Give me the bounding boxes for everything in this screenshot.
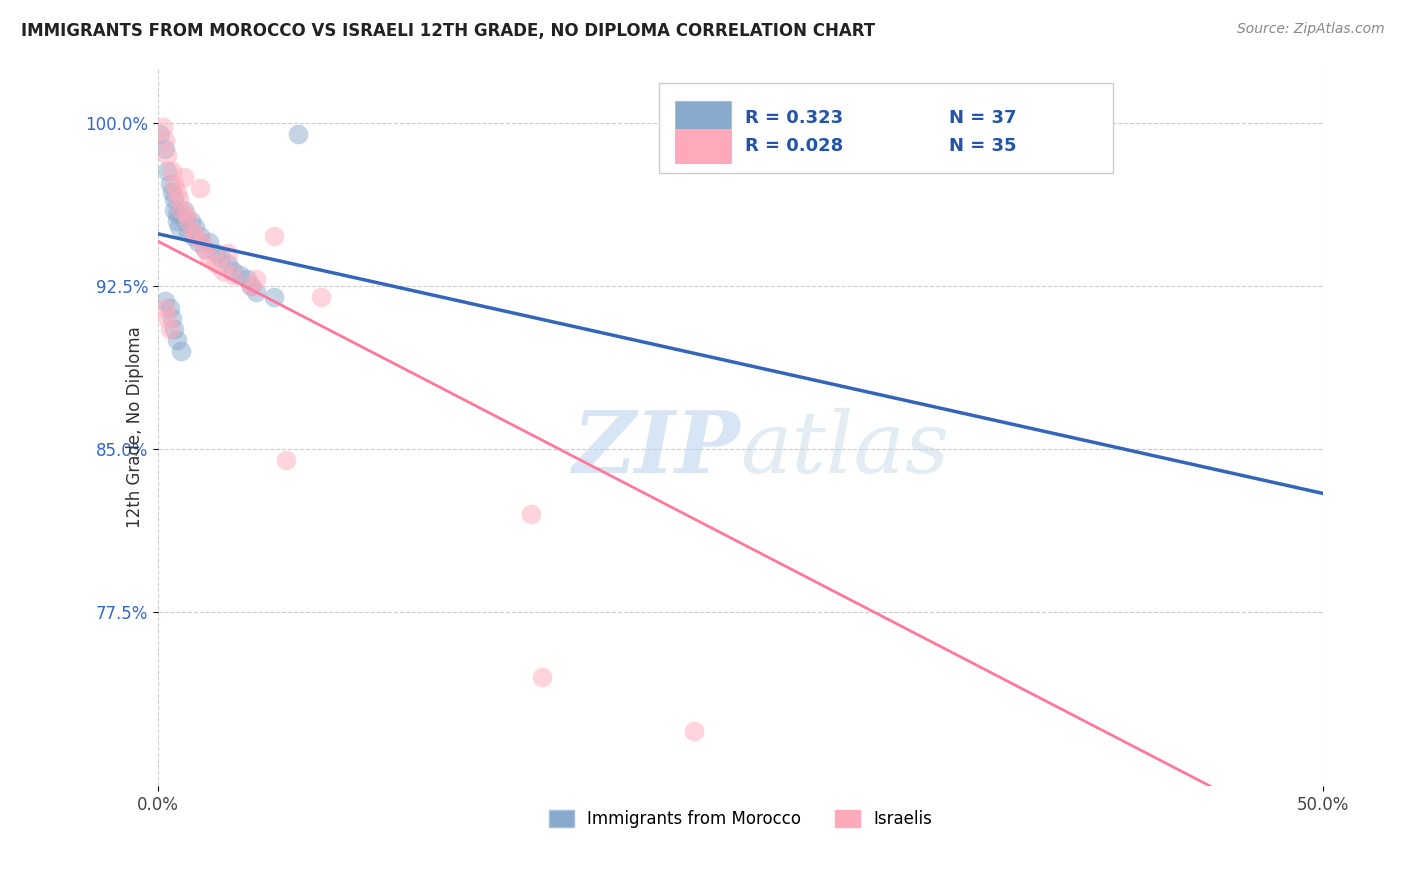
Point — [221, 263, 243, 277]
Point — [180, 213, 202, 227]
Point — [205, 257, 228, 271]
Point — [184, 228, 207, 243]
Point — [153, 301, 176, 315]
Point — [166, 186, 188, 200]
Text: N = 37: N = 37 — [949, 109, 1017, 127]
Point — [240, 278, 263, 293]
Text: atlas: atlas — [741, 408, 949, 490]
Point — [240, 278, 263, 293]
Point — [174, 213, 197, 227]
Point — [166, 333, 188, 347]
Point — [191, 235, 214, 250]
Point — [589, 855, 612, 869]
Point — [245, 285, 267, 300]
Point — [163, 192, 186, 206]
Point — [682, 724, 704, 739]
Point — [156, 311, 179, 326]
Point — [209, 251, 232, 265]
Point — [519, 507, 541, 521]
Point — [181, 228, 204, 243]
Point — [166, 207, 188, 221]
Point — [177, 213, 200, 227]
Text: N = 35: N = 35 — [949, 136, 1017, 155]
Point — [153, 133, 176, 147]
Point — [531, 670, 554, 684]
Point — [187, 235, 209, 250]
Point — [228, 268, 250, 282]
Point — [263, 290, 285, 304]
Point — [217, 257, 239, 271]
Text: Source: ZipAtlas.com: Source: ZipAtlas.com — [1237, 22, 1385, 37]
Point — [235, 272, 257, 286]
Point — [221, 268, 243, 282]
Point — [163, 322, 186, 336]
Point — [177, 225, 200, 239]
Point — [170, 207, 193, 221]
Point — [194, 242, 217, 256]
Point — [276, 452, 298, 467]
Point — [188, 181, 211, 195]
Text: IMMIGRANTS FROM MOROCCO VS ISRAELI 12TH GRADE, NO DIPLOMA CORRELATION CHART: IMMIGRANTS FROM MOROCCO VS ISRAELI 12TH … — [21, 22, 875, 40]
Point — [170, 202, 193, 217]
Point — [188, 228, 211, 243]
Point — [160, 163, 183, 178]
Point — [160, 311, 183, 326]
Point — [159, 301, 181, 315]
Point — [198, 251, 221, 265]
Point — [198, 235, 221, 250]
Point — [263, 228, 285, 243]
Point — [163, 202, 186, 217]
Point — [156, 148, 179, 162]
Point — [163, 177, 186, 191]
Point — [153, 294, 176, 309]
Point — [217, 246, 239, 260]
Point — [194, 242, 217, 256]
Point — [170, 344, 193, 359]
Point — [287, 127, 309, 141]
Point — [309, 290, 332, 304]
Point — [543, 833, 565, 847]
Legend: Immigrants from Morocco, Israelis: Immigrants from Morocco, Israelis — [543, 804, 938, 835]
FancyBboxPatch shape — [659, 83, 1114, 172]
Point — [173, 202, 195, 217]
Point — [159, 177, 181, 191]
FancyBboxPatch shape — [675, 101, 731, 135]
Point — [166, 213, 188, 227]
Text: R = 0.323: R = 0.323 — [745, 109, 844, 127]
Point — [1078, 127, 1101, 141]
Point — [184, 220, 207, 235]
Point — [174, 207, 197, 221]
Point — [245, 272, 267, 286]
Text: R = 0.028: R = 0.028 — [745, 136, 844, 155]
Point — [167, 220, 190, 235]
Point — [212, 263, 235, 277]
FancyBboxPatch shape — [675, 128, 731, 163]
Text: ZIP: ZIP — [572, 407, 741, 491]
Point — [173, 170, 195, 185]
Point — [205, 246, 228, 260]
Y-axis label: 12th Grade, No Diploma: 12th Grade, No Diploma — [127, 326, 145, 528]
Point — [152, 120, 174, 135]
Point — [159, 322, 181, 336]
Point — [149, 127, 172, 141]
Point — [167, 192, 190, 206]
Point — [181, 225, 204, 239]
Point — [156, 163, 179, 178]
Point — [153, 142, 176, 156]
Point — [160, 186, 183, 200]
